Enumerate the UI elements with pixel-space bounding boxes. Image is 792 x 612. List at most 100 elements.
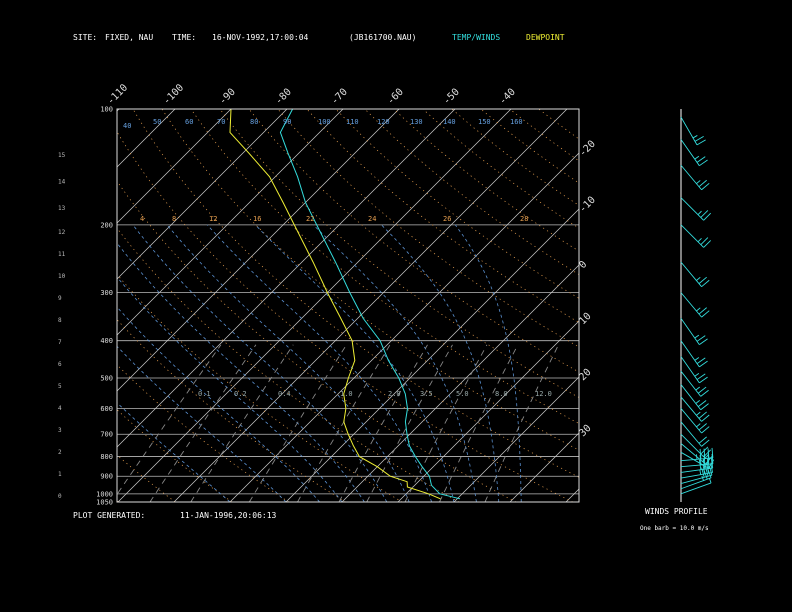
isotherm-label--100: -100 (161, 82, 186, 107)
isotherm--30 (173, 109, 568, 502)
mixing-ratio-8 (404, 344, 488, 502)
mixing-ratio-label-1.0: 1.0 (340, 390, 353, 398)
mixing-ratio-label-5.0: 5.0 (456, 390, 469, 398)
dry-adiabat-270 (117, 319, 346, 502)
winds-profile-title: WINDS PROFILE (645, 507, 708, 516)
dry-adiabat-label-24: 24 (368, 215, 376, 223)
plot-generated-value: 11-JAN-1996,20:06:13 (180, 511, 277, 520)
wind-barb-6 (680, 447, 714, 462)
dry-adiabat-450 (509, 109, 579, 162)
mixing-ratio-0.4 (190, 344, 294, 502)
wind-feather (700, 403, 709, 411)
height-tick-15: 15 (58, 152, 66, 159)
dry-adiabat-label-26: 26 (443, 215, 451, 223)
site-value: FIXED, NAU (105, 33, 153, 42)
wind-feather (696, 411, 701, 416)
isotherm-0 (341, 264, 579, 502)
wind-shaft (680, 443, 706, 465)
dry-adiabat-label-8: 8 (172, 215, 176, 223)
isotherm-60 (678, 109, 792, 502)
wind-shaft (680, 463, 713, 468)
wind-feather (707, 454, 710, 465)
wind-barb-16 (680, 340, 708, 368)
wind-feather (703, 212, 712, 221)
wind-barb-11 (680, 408, 710, 434)
wind-feather (701, 426, 710, 434)
header: SITE: FIXED, NAU TIME: 16-NOV-1992,17:00… (73, 33, 565, 42)
pressure-tick-700: 700 (100, 431, 113, 439)
wind-feather (700, 389, 709, 397)
wind-feather (701, 279, 710, 288)
wind-barb-24 (680, 116, 706, 146)
isotherm--110 (117, 109, 120, 112)
wind-feather (703, 240, 712, 248)
isotherm--50 (117, 109, 456, 448)
dry-adiabat-280 (117, 273, 403, 502)
isotherm--80 (117, 109, 288, 280)
mixing-ratio-0.1 (117, 344, 222, 496)
height-tick-6: 6 (58, 361, 62, 368)
wind-shaft (680, 370, 702, 397)
mixing-ratio-0.2 (149, 344, 257, 502)
winds-profile (680, 109, 715, 502)
mixing-ratio-20 (484, 344, 559, 502)
wind-barb-23 (680, 139, 708, 167)
mixing-ratio-12 (439, 344, 519, 502)
wind-shaft (680, 292, 702, 318)
wind-barb-10 (680, 421, 710, 447)
wind-feather (696, 357, 706, 365)
wind-feather (694, 155, 700, 160)
wind-shaft (680, 261, 702, 287)
wind-shaft (680, 451, 709, 469)
isotherm--120 (0, 109, 63, 502)
chart-profiles (229, 109, 461, 500)
moist-adiabat-label-140: 140 (443, 118, 456, 126)
dry-adiabat-label-28: 28 (520, 215, 528, 223)
isotherm-50 (622, 109, 792, 502)
wind-feather (698, 307, 707, 315)
dry-adiabat-label-4: 4 (140, 215, 144, 223)
wind-barb-15 (680, 356, 708, 384)
wind-feather (701, 439, 710, 447)
isotherm-label--80: -80 (273, 87, 294, 108)
wind-feather (698, 423, 707, 431)
isotherm-label--40: -40 (497, 87, 518, 108)
mixing-ratio-label-0.2: 0.2 (234, 390, 247, 398)
wind-barb-12 (680, 396, 710, 422)
mixing-ratio-1 (248, 344, 347, 502)
height-tick-1: 1 (58, 471, 62, 478)
isotherm-30 (509, 432, 579, 502)
wind-barb-13 (680, 384, 709, 411)
height-tick-10: 10 (58, 273, 66, 280)
wind-shaft (680, 474, 713, 484)
mixing-ratio-label-0.4: 0.4 (278, 390, 291, 398)
mixing-ratio-3.5 (338, 344, 428, 502)
wind-feather (705, 466, 709, 477)
wind-feather (708, 478, 712, 484)
wind-feather (702, 459, 706, 470)
wind-feather (699, 469, 702, 475)
moist-adiabat-label-160: 160 (510, 118, 523, 126)
wind-feather (697, 400, 707, 407)
plot-frame (116, 108, 580, 503)
dry-adiabat-420 (422, 109, 579, 229)
wind-feather (701, 310, 710, 318)
mixing-ratio-2 (297, 344, 391, 502)
winds-profile-note: One barb = 10.0 m/s (640, 525, 709, 532)
wind-feather (701, 182, 710, 191)
wind-feather (702, 453, 710, 462)
height-tick-7: 7 (58, 339, 62, 346)
height-tick-13: 13 (58, 205, 66, 212)
wind-shaft (680, 197, 704, 221)
wind-feather (696, 139, 706, 146)
moist-adiabat-16 (207, 224, 432, 502)
dry-adiabat-380 (306, 109, 579, 323)
height-tick-2: 2 (58, 449, 62, 456)
wind-barb-20 (680, 224, 712, 248)
moist-adiabat-label-60: 60 (185, 118, 193, 126)
wind-feather (697, 237, 702, 243)
wind-feather (697, 210, 702, 215)
pressure-tick-100: 100 (100, 106, 113, 114)
moist-adiabat-12 (166, 224, 410, 502)
